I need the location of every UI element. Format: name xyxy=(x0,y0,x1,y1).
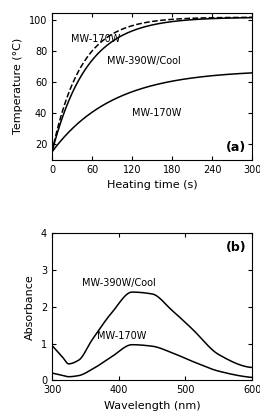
Y-axis label: Absorbance: Absorbance xyxy=(25,274,35,340)
Text: MW-170W: MW-170W xyxy=(71,34,120,44)
Text: MW-170W: MW-170W xyxy=(98,331,147,341)
X-axis label: Wavelength (nm): Wavelength (nm) xyxy=(104,401,200,411)
X-axis label: Heating time (s): Heating time (s) xyxy=(107,180,197,190)
Y-axis label: Temperature (°C): Temperature (°C) xyxy=(13,38,23,134)
Text: MW-170W: MW-170W xyxy=(132,108,181,118)
Text: (b): (b) xyxy=(226,241,246,254)
Text: MW-390W/Cool: MW-390W/Cool xyxy=(107,56,180,66)
Text: (a): (a) xyxy=(226,141,246,154)
Text: MW-390W/Cool: MW-390W/Cool xyxy=(82,278,156,288)
